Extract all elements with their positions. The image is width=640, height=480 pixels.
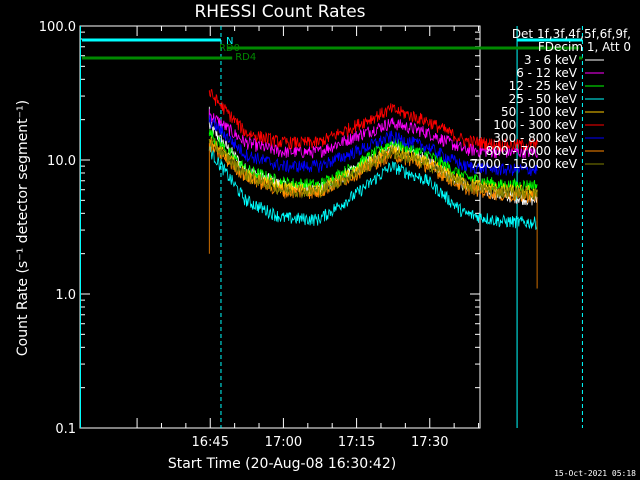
plot-area: 0.1 1.0 10.0 100.0 16:45 17:00 17:15 17:30 NRD0R… (39, 20, 583, 450)
flag-label: RD4 (235, 52, 256, 63)
legend-label: 100 - 300 keV (493, 118, 577, 132)
legend-label: 300 - 800 keV (493, 131, 577, 145)
y-tick-label: 0.1 (55, 422, 76, 437)
legend-label: 12 - 25 keV (509, 79, 578, 93)
flag-label: RD0 (219, 43, 240, 54)
legend-label: 7000 - 15000 keV (470, 157, 577, 171)
x-tick-label: 16:45 (192, 435, 229, 450)
legend-header-line-2: FDecim 1, Att 0 (538, 40, 631, 54)
series-line-12-25-kev (208, 129, 538, 193)
series-line-100-300-kev (208, 88, 538, 153)
y-tick-label: 10.0 (47, 154, 76, 169)
chart-title: RHESSI Count Rates (194, 2, 365, 22)
legend-header-line-1: Det 1f,3f,4f,5f,6f,9f, (512, 27, 631, 41)
x-tick-label: 17:00 (265, 435, 302, 450)
series-line-7000-15000-kev (208, 137, 538, 200)
legend-label: 25 - 50 keV (509, 92, 578, 106)
series-line-300-800-kev (208, 114, 538, 177)
series-line-25-50-kev (208, 145, 538, 231)
y-tick-label: 100.0 (39, 20, 76, 35)
x-axis-label: Start Time (20-Aug-08 16:30:42) (168, 456, 396, 472)
legend-label: 3 - 6 keV (524, 53, 578, 67)
y-axis-label: Count Rate (s⁻¹ detector segment⁻¹) (15, 100, 31, 356)
flag-label: N (226, 36, 233, 47)
legend-label: 50 - 100 keV (501, 105, 578, 119)
timestamp-stamp: 15-Oct-2021 05:18 (554, 469, 636, 478)
plot-frame (79, 25, 481, 429)
x-tick-label: 17:15 (338, 435, 375, 450)
series-line-6-12-kev (208, 109, 538, 159)
y-tick-label: 1.0 (55, 288, 76, 303)
legend-label: 800 - 7000 keV (486, 144, 578, 158)
x-tick-label: 17:30 (411, 435, 448, 450)
legend-label: 6 - 12 keV (516, 66, 578, 80)
